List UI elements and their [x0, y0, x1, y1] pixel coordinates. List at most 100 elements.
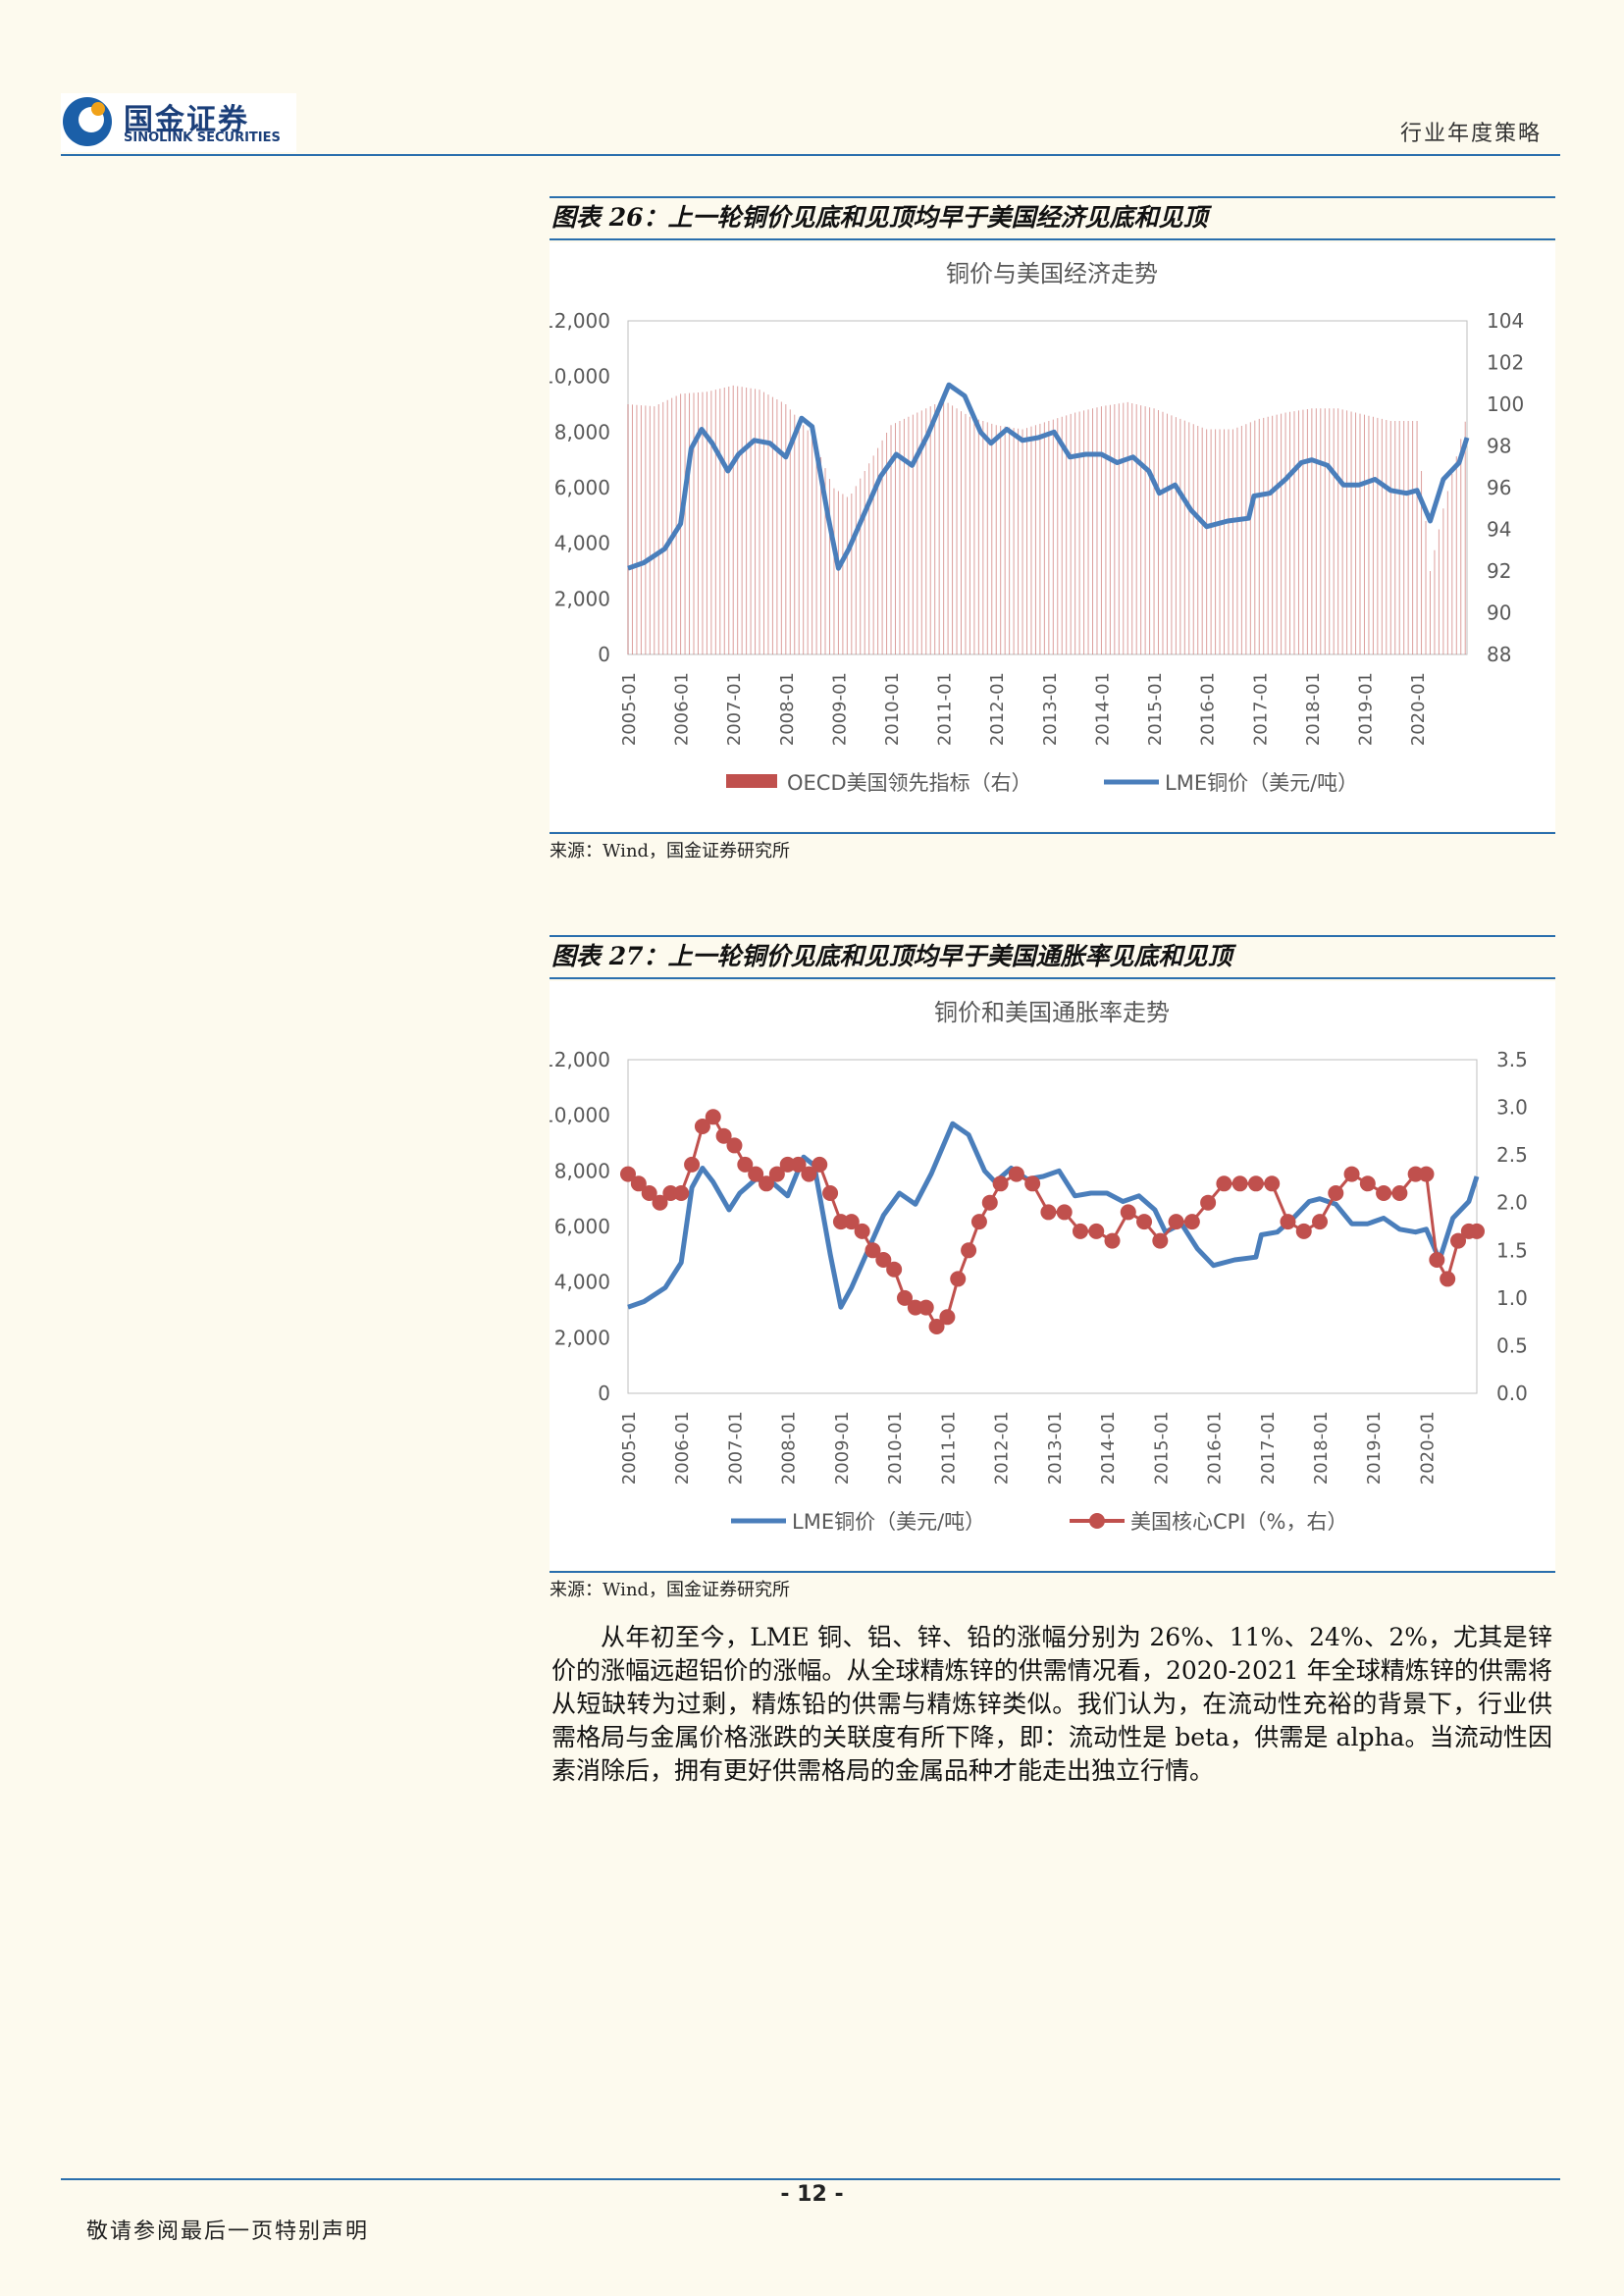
- document-type: 行业年度策略: [1399, 122, 1542, 146]
- y-left-tick-label: 8,000: [554, 1159, 610, 1182]
- cpi-marker: [1152, 1232, 1169, 1249]
- cpi-marker: [886, 1261, 903, 1278]
- cpi-marker: [1264, 1175, 1281, 1192]
- y-right-tick-label: 90: [1487, 601, 1511, 625]
- x-tick-label: 2013-01: [1045, 1411, 1066, 1485]
- cpi-marker: [759, 1175, 775, 1192]
- cpi-marker: [981, 1194, 998, 1211]
- cpi-marker: [641, 1185, 657, 1201]
- x-tick-label: 2005-01: [619, 1411, 640, 1485]
- cpi-marker: [1312, 1214, 1329, 1230]
- cpi-marker: [705, 1109, 721, 1125]
- x-tick-label: 2007-01: [724, 672, 745, 746]
- y-left-tick-label: 12,000: [550, 309, 610, 333]
- company-logo: 国金证券 SINOLINK SECURITIES: [61, 93, 296, 152]
- cpi-marker: [1216, 1175, 1232, 1192]
- x-tick-label: 2020-01: [1417, 1411, 1438, 1485]
- cpi-marker: [812, 1156, 828, 1173]
- chart-title: 铜价和美国通胀率走势: [934, 999, 1170, 1026]
- x-tick-label: 2008-01: [779, 1411, 800, 1485]
- x-tick-label: 2016-01: [1198, 672, 1219, 746]
- figure26-source: 来源：Wind，国金证券研究所: [550, 841, 791, 861]
- chart-title: 铜价与美国经济走势: [946, 260, 1158, 287]
- x-tick-label: 2019-01: [1364, 1411, 1385, 1485]
- logo-english-name: SINOLINK SECURITIES: [124, 130, 281, 145]
- y-right-tick-label: 3.0: [1496, 1096, 1528, 1120]
- x-tick-label: 2017-01: [1250, 672, 1271, 746]
- x-tick-label: 2015-01: [1151, 1411, 1172, 1485]
- y-left-tick-label: 8,000: [554, 420, 610, 444]
- x-tick-label: 2012-01: [987, 672, 1008, 746]
- y-right-tick-label: 100: [1487, 392, 1524, 416]
- y-left-tick-label: 0: [598, 1382, 610, 1405]
- cpi-marker: [1168, 1214, 1184, 1230]
- logo-chinese-name: 国金证券: [124, 103, 249, 137]
- x-tick-label: 2014-01: [1098, 1411, 1119, 1485]
- y-left-tick-label: 2,000: [554, 587, 610, 610]
- y-left-tick-label: 6,000: [554, 1215, 610, 1238]
- cpi-marker: [950, 1271, 967, 1287]
- series-oecd-bars: [627, 385, 1466, 654]
- figure26-chart: 铜价与美国经济走势 0 2,000 4,000 6,000 8,000 10,000 12,0…: [542, 242, 1555, 831]
- cpi-marker: [748, 1166, 764, 1182]
- cpi-marker: [1247, 1175, 1264, 1192]
- cpi-marker: [992, 1175, 1009, 1192]
- x-tick-label: 2011-01: [938, 1411, 959, 1485]
- body-paragraph: 从年初至今，LME 铜、铝、锌、铅的涨幅分别为 26%、11%、24%、2%，尤…: [551, 1623, 1552, 1785]
- cpi-marker: [694, 1119, 710, 1134]
- legend-label: LME铜价（美元/吨）: [792, 1510, 985, 1534]
- cpi-marker: [1200, 1194, 1217, 1211]
- cpi-marker: [1328, 1185, 1344, 1201]
- cpi-marker: [1088, 1223, 1105, 1239]
- cpi-marker: [1120, 1204, 1136, 1221]
- y-right-tick-label: 2.0: [1496, 1191, 1528, 1215]
- figure27-caption-rule: [550, 977, 1555, 979]
- legend-label: LME铜价（美元/吨）: [1165, 771, 1358, 795]
- y-left-tick-label: 2,000: [554, 1326, 610, 1349]
- y-right-tick-label: 1.0: [1496, 1286, 1528, 1310]
- cpi-marker: [1440, 1271, 1456, 1287]
- y-right-tick-label: 3.5: [1496, 1048, 1528, 1071]
- x-tick-label: 2013-01: [1040, 672, 1061, 746]
- cpi-marker: [939, 1309, 956, 1326]
- chart-copper-vs-us-economy: 铜价与美国经济走势 0 2,000 4,000 6,000 8,000 10,000 12,0…: [542, 260, 1524, 795]
- y-left-tick-label: 10,000: [550, 365, 610, 389]
- cpi-marker: [715, 1127, 732, 1144]
- cpi-marker: [1104, 1232, 1121, 1249]
- x-tick-label: 2019-01: [1355, 672, 1376, 746]
- series-lme-copper-line: [627, 382, 1470, 571]
- cpi-marker: [1136, 1214, 1153, 1230]
- figure26-bottom-rule: [550, 832, 1555, 834]
- cpi-marker: [1391, 1185, 1408, 1201]
- x-tick-label: 2015-01: [1145, 672, 1166, 746]
- cpi-marker: [630, 1175, 647, 1192]
- legend-label: OECD美国领先指标（右）: [787, 771, 1032, 795]
- cpi-marker: [1040, 1204, 1057, 1221]
- legend-swatch-cpi-marker: [1089, 1513, 1105, 1529]
- figure26-caption: 图表 26：上一轮铜价见底和见顶均早于美国经济见底和见顶: [551, 203, 1208, 232]
- cpi-marker: [1450, 1232, 1467, 1249]
- cpi-marker: [1024, 1175, 1041, 1192]
- cpi-marker: [897, 1289, 914, 1306]
- header-divider: [61, 154, 1560, 156]
- x-tick-label: 2014-01: [1092, 672, 1113, 746]
- cpi-marker: [1008, 1166, 1024, 1182]
- cpi-marker: [673, 1185, 690, 1201]
- cpi-marker: [961, 1242, 977, 1259]
- y-right-tick-label: 94: [1487, 518, 1511, 542]
- cpi-marker: [875, 1252, 892, 1268]
- figure26-top-rule: [550, 196, 1555, 198]
- y-right-tick-label: 0.5: [1496, 1333, 1528, 1357]
- figure27-chart: 铜价和美国通胀率走势 0 2,000 4,000 6,000 8,000 10,000 12,…: [542, 981, 1555, 1570]
- x-tick-label: 2018-01: [1311, 1411, 1332, 1485]
- chart-copper-vs-us-inflation: 铜价和美国通胀率走势 0 2,000 4,000 6,000 8,000 10,000 12,…: [542, 999, 1528, 1534]
- cpi-marker: [1429, 1252, 1445, 1268]
- x-tick-label: 2009-01: [829, 672, 850, 746]
- cpi-marker: [737, 1156, 754, 1173]
- cpi-marker: [928, 1319, 945, 1334]
- legend-label: 美国核心CPI（%，右）: [1130, 1510, 1347, 1534]
- cpi-marker: [1231, 1175, 1248, 1192]
- disclaimer: 敬请参阅最后一页特别声明: [86, 2219, 370, 2244]
- cpi-marker: [1072, 1223, 1088, 1239]
- footer-divider: [61, 2178, 1560, 2180]
